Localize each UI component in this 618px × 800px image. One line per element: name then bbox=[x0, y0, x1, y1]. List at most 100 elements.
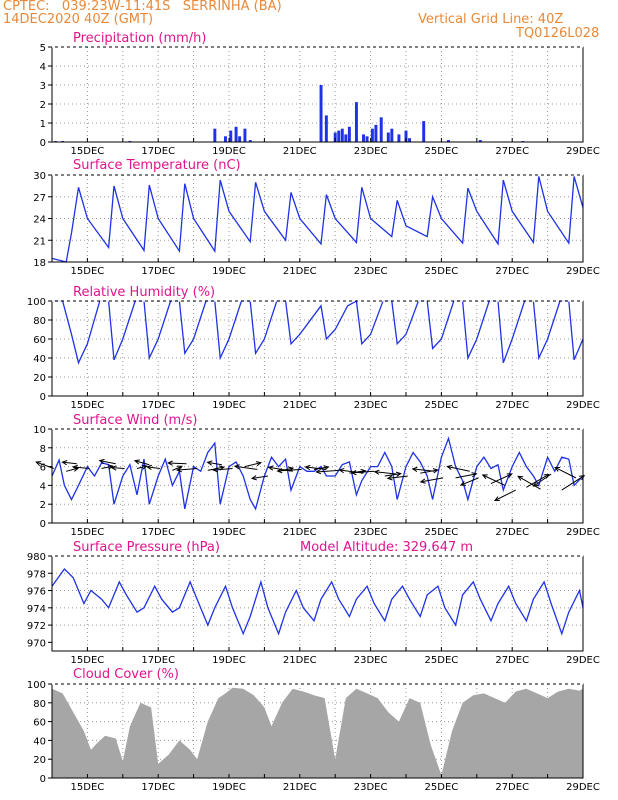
rh-ytick-label: 0 bbox=[40, 392, 46, 403]
wind-vector bbox=[244, 462, 262, 468]
wind-ytick-label: 10 bbox=[33, 425, 46, 436]
rh-xtick-label: 19DEC bbox=[212, 400, 246, 411]
rh-ytick-label: 80 bbox=[33, 316, 46, 327]
precip-bar bbox=[386, 132, 390, 142]
temp-xtick-label: 25DEC bbox=[425, 266, 459, 277]
wind-line bbox=[51, 436, 584, 511]
wind-vector bbox=[101, 465, 113, 469]
wind-vector-head bbox=[133, 459, 140, 465]
precip-bar bbox=[422, 121, 426, 142]
wind-vector-head bbox=[61, 460, 68, 466]
wind-xtick-label: 19DEC bbox=[212, 527, 246, 538]
wind-vector-head bbox=[146, 464, 153, 471]
wind-vector bbox=[251, 475, 269, 479]
header-grid-note: Vertical Grid Line: 40Z bbox=[418, 12, 564, 27]
wind-vector bbox=[111, 467, 125, 469]
wind-vector bbox=[420, 469, 438, 474]
wind-vector-head bbox=[304, 464, 311, 471]
temp-xtick-label: 17DEC bbox=[141, 266, 175, 277]
wind-ytick-label: 8 bbox=[40, 444, 46, 455]
temp-ytick-label: 18 bbox=[33, 258, 46, 269]
temp-ytick-label: 21 bbox=[33, 236, 46, 247]
wind-vector-head bbox=[411, 466, 418, 472]
temp-xtick-label: 21DEC bbox=[283, 266, 317, 277]
wind-vector bbox=[526, 474, 550, 488]
wind-vector-head bbox=[212, 467, 219, 473]
wind-vector-head bbox=[481, 474, 488, 480]
precip-bar bbox=[337, 130, 341, 142]
wind-vector bbox=[460, 477, 479, 486]
precip-bar bbox=[347, 126, 351, 142]
wind-vector bbox=[73, 466, 90, 469]
wind-vector bbox=[490, 473, 512, 484]
wind-vector bbox=[168, 462, 187, 465]
wind-vector-head bbox=[493, 496, 500, 502]
wind-vector bbox=[351, 470, 375, 474]
wind-vector-head bbox=[141, 464, 148, 470]
precip-xtick-label: 17DEC bbox=[141, 146, 175, 157]
cloud-cover-area bbox=[52, 687, 583, 778]
pressure-xtick-label: 25DEC bbox=[425, 655, 459, 666]
precip-xtick-label: 21DEC bbox=[283, 146, 317, 157]
wind-vector bbox=[384, 473, 401, 477]
wind-vector-head bbox=[315, 469, 322, 475]
rh-ytick-label: 40 bbox=[33, 354, 46, 365]
wind-vector-head bbox=[206, 460, 213, 466]
wind-vector bbox=[517, 475, 541, 490]
precip-ytick-label: 4 bbox=[40, 62, 46, 73]
wind-vector bbox=[305, 466, 327, 470]
wind-vector bbox=[447, 466, 470, 472]
wind-vector bbox=[387, 475, 408, 479]
rh-line bbox=[52, 299, 584, 365]
pressure-xtick-label: 29DEC bbox=[566, 655, 600, 666]
precip-ytick-label: 3 bbox=[40, 81, 46, 92]
rh-xtick-label: 27DEC bbox=[495, 400, 529, 411]
rh-xtick-label: 23DEC bbox=[354, 400, 388, 411]
wind-vector-head bbox=[107, 464, 114, 470]
precip-title: Precipitation (mm/h) bbox=[73, 31, 206, 46]
cloud-xtick-label: 29DEC bbox=[566, 782, 600, 793]
header-datetime: 14DEC2020 40Z (GMT) bbox=[3, 12, 154, 27]
wind-vector-head bbox=[72, 464, 79, 470]
wind-frame bbox=[51, 428, 584, 524]
wind-xtick-label: 25DEC bbox=[425, 527, 459, 538]
wind-xtick-label: 23DEC bbox=[354, 527, 388, 538]
precip-bar bbox=[319, 85, 323, 142]
precip-bar bbox=[243, 128, 247, 142]
wind-vector-head bbox=[250, 475, 257, 481]
cloud-xtick-label: 21DEC bbox=[283, 782, 317, 793]
wind-vector-head bbox=[166, 460, 173, 466]
pressure-title: Surface Pressure (hPa) bbox=[73, 540, 220, 555]
wind-ytick-label: 2 bbox=[40, 500, 46, 511]
cloud-ytick-label: 80 bbox=[33, 699, 46, 710]
temp-ytick-label: 24 bbox=[33, 215, 46, 226]
precip-xtick-label: 19DEC bbox=[212, 146, 246, 157]
cloud-xtick-label: 27DEC bbox=[495, 782, 529, 793]
wind-vector bbox=[482, 474, 506, 486]
precip-bar bbox=[238, 136, 242, 142]
precip-bar bbox=[478, 140, 482, 142]
precip-bar bbox=[234, 126, 238, 142]
precip-bar bbox=[340, 128, 344, 142]
cloud-xtick-label: 19DEC bbox=[212, 782, 246, 793]
precip-bar bbox=[397, 134, 401, 142]
header-station: CPTEC: 039:23W-11:41S SERRINHA (BA) bbox=[3, 0, 282, 14]
wind-vector-head bbox=[395, 471, 402, 477]
temp-title: Surface Temperature (nC) bbox=[73, 158, 241, 173]
pressure-xtick-label: 19DEC bbox=[212, 655, 246, 666]
temp-frame bbox=[51, 174, 584, 263]
wind-xtick-label: 17DEC bbox=[141, 527, 175, 538]
precip-bar bbox=[333, 132, 337, 142]
precip-bar bbox=[365, 136, 369, 142]
wind-vector bbox=[99, 460, 116, 465]
pressure-xtick-label: 23DEC bbox=[354, 655, 388, 666]
temp-ytick-label: 27 bbox=[33, 193, 46, 204]
cloud-ytick-label: 20 bbox=[33, 755, 46, 766]
precip-bar bbox=[324, 115, 328, 142]
precip-bar bbox=[223, 136, 227, 142]
precip-ytick-label: 0 bbox=[40, 138, 46, 149]
precip-xtick-label: 25DEC bbox=[425, 146, 459, 157]
pressure-xtick-label: 21DEC bbox=[283, 655, 317, 666]
rh-xtick-label: 25DEC bbox=[425, 400, 459, 411]
